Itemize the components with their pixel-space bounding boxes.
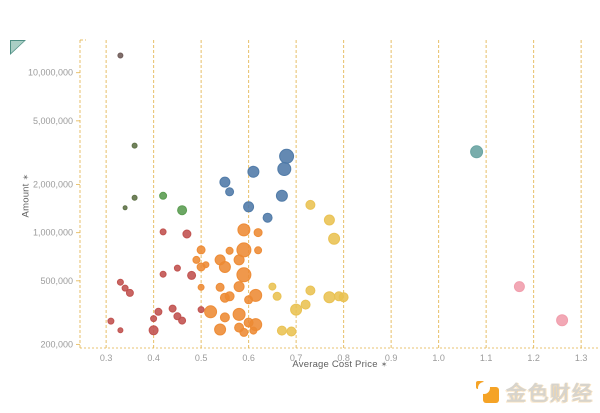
x-tick-label-0.9: 0.9 — [385, 353, 398, 363]
data-point-yellow[interactable] — [323, 214, 335, 226]
data-point-yellow[interactable] — [305, 285, 316, 296]
data-point-orange[interactable] — [253, 228, 263, 238]
data-point-orange[interactable] — [196, 245, 206, 255]
data-point-red[interactable] — [121, 284, 129, 292]
data-point-yellow[interactable] — [272, 291, 282, 301]
data-point-orange[interactable] — [239, 327, 249, 337]
data-point-blue[interactable] — [225, 187, 235, 197]
data-point-yellow[interactable] — [286, 326, 297, 337]
watermark: 金色财经 — [476, 377, 594, 406]
x-tick-label-0.3: 0.3 — [100, 353, 113, 363]
x-tick-label-1.3: 1.3 — [575, 353, 588, 363]
data-point-orange[interactable] — [214, 323, 227, 336]
data-point-blue[interactable] — [279, 148, 295, 164]
data-point-green[interactable] — [177, 205, 188, 216]
y-tick-label-10000000: 10,000,000 — [28, 68, 73, 78]
data-point-red[interactable] — [173, 264, 181, 272]
data-point-orange[interactable] — [233, 254, 245, 266]
data-point-blue[interactable] — [219, 176, 231, 188]
data-point-orange[interactable] — [254, 246, 263, 255]
y-tick-label-200000: 200,000 — [40, 339, 73, 349]
data-point-red[interactable] — [116, 278, 124, 286]
data-point-dark-olive[interactable] — [131, 194, 138, 201]
data-point-dark-maroon[interactable] — [117, 52, 124, 59]
data-point-blue[interactable] — [243, 201, 255, 213]
data-point-yellow[interactable] — [323, 291, 336, 304]
data-point-red[interactable] — [159, 270, 167, 278]
x-tick-label-0.7: 0.7 — [290, 353, 303, 363]
x-tick-label-1.1: 1.1 — [480, 353, 493, 363]
jinse-logo-square — [478, 382, 499, 403]
data-point-orange[interactable] — [192, 255, 201, 264]
data-point-blue[interactable] — [262, 212, 273, 223]
data-point-orange[interactable] — [219, 292, 230, 303]
data-point-orange[interactable] — [233, 281, 245, 293]
x-tick-label-1.0: 1.0 — [432, 353, 445, 363]
data-point-red[interactable] — [107, 317, 115, 325]
data-point-yellow[interactable] — [276, 325, 287, 336]
data-point-orange[interactable] — [237, 223, 251, 237]
data-point-red[interactable] — [168, 304, 177, 313]
data-point-teal[interactable] — [470, 145, 484, 159]
data-point-red[interactable] — [148, 325, 159, 336]
y-axis-title-label: Amount — [20, 183, 32, 218]
y-axis-title[interactable]: Amount ✶ — [21, 141, 32, 251]
data-point-orange[interactable] — [232, 307, 246, 321]
x-tick-label-0.4: 0.4 — [147, 353, 160, 363]
data-point-dark-olive[interactable] — [131, 142, 138, 149]
y-axis-sort-icon: ✶ — [21, 173, 31, 181]
watermark-text: 金色财经 — [506, 383, 594, 405]
data-point-orange[interactable] — [218, 261, 231, 273]
data-point-orange[interactable] — [219, 312, 230, 323]
data-point-red[interactable] — [178, 316, 187, 325]
y-tick-label-500000: 500,000 — [40, 276, 73, 286]
data-point-orange[interactable] — [236, 267, 252, 283]
data-point-yellow[interactable] — [328, 232, 341, 245]
y-tick-label-1000000: 1,000,000 — [33, 228, 73, 238]
data-point-orange[interactable] — [236, 242, 252, 258]
x-tick-label-1.2: 1.2 — [527, 353, 540, 363]
x-axis-title-label: Average Cost Price — [292, 359, 378, 370]
data-point-dark-olive[interactable] — [122, 205, 128, 211]
x-axis-sort-icon: ✶ — [380, 360, 388, 369]
data-point-red[interactable] — [150, 315, 158, 323]
jinse-logo-icon — [476, 380, 499, 403]
data-point-red[interactable] — [159, 228, 167, 236]
data-point-orange[interactable] — [197, 283, 205, 291]
data-point-green[interactable] — [159, 191, 168, 200]
x-axis-title[interactable]: Average Cost Price ✶ — [240, 359, 440, 370]
data-point-orange[interactable] — [215, 282, 225, 292]
data-point-blue[interactable] — [247, 165, 260, 178]
data-point-orange[interactable] — [204, 305, 218, 319]
data-point-red[interactable] — [125, 288, 134, 297]
data-point-yellow[interactable] — [305, 199, 316, 210]
data-point-red[interactable] — [117, 327, 124, 334]
data-point-orange[interactable] — [225, 246, 234, 255]
x-tick-label-0.6: 0.6 — [242, 353, 255, 363]
data-point-orange[interactable] — [249, 326, 258, 335]
data-point-yellow[interactable] — [290, 303, 303, 316]
x-tick-label-0.5: 0.5 — [195, 353, 208, 363]
data-point-blue[interactable] — [277, 162, 292, 176]
data-point-orange[interactable] — [249, 288, 263, 302]
data-point-red[interactable] — [182, 229, 192, 239]
data-point-yellow[interactable] — [268, 282, 277, 291]
data-point-red[interactable] — [154, 307, 163, 316]
data-point-orange[interactable] — [196, 262, 206, 272]
data-point-red[interactable] — [187, 270, 197, 280]
data-point-pink[interactable] — [513, 281, 525, 293]
x-tick-label-0.8: 0.8 — [337, 353, 350, 363]
data-point-yellow[interactable] — [300, 299, 311, 310]
y-tick-label-2000000: 2,000,000 — [33, 179, 73, 189]
y-tick-label-5000000: 5,000,000 — [33, 116, 73, 126]
data-point-yellow[interactable] — [338, 292, 349, 303]
data-point-blue[interactable] — [275, 189, 288, 202]
data-point-red[interactable] — [197, 306, 205, 314]
data-point-pink[interactable] — [556, 314, 569, 327]
